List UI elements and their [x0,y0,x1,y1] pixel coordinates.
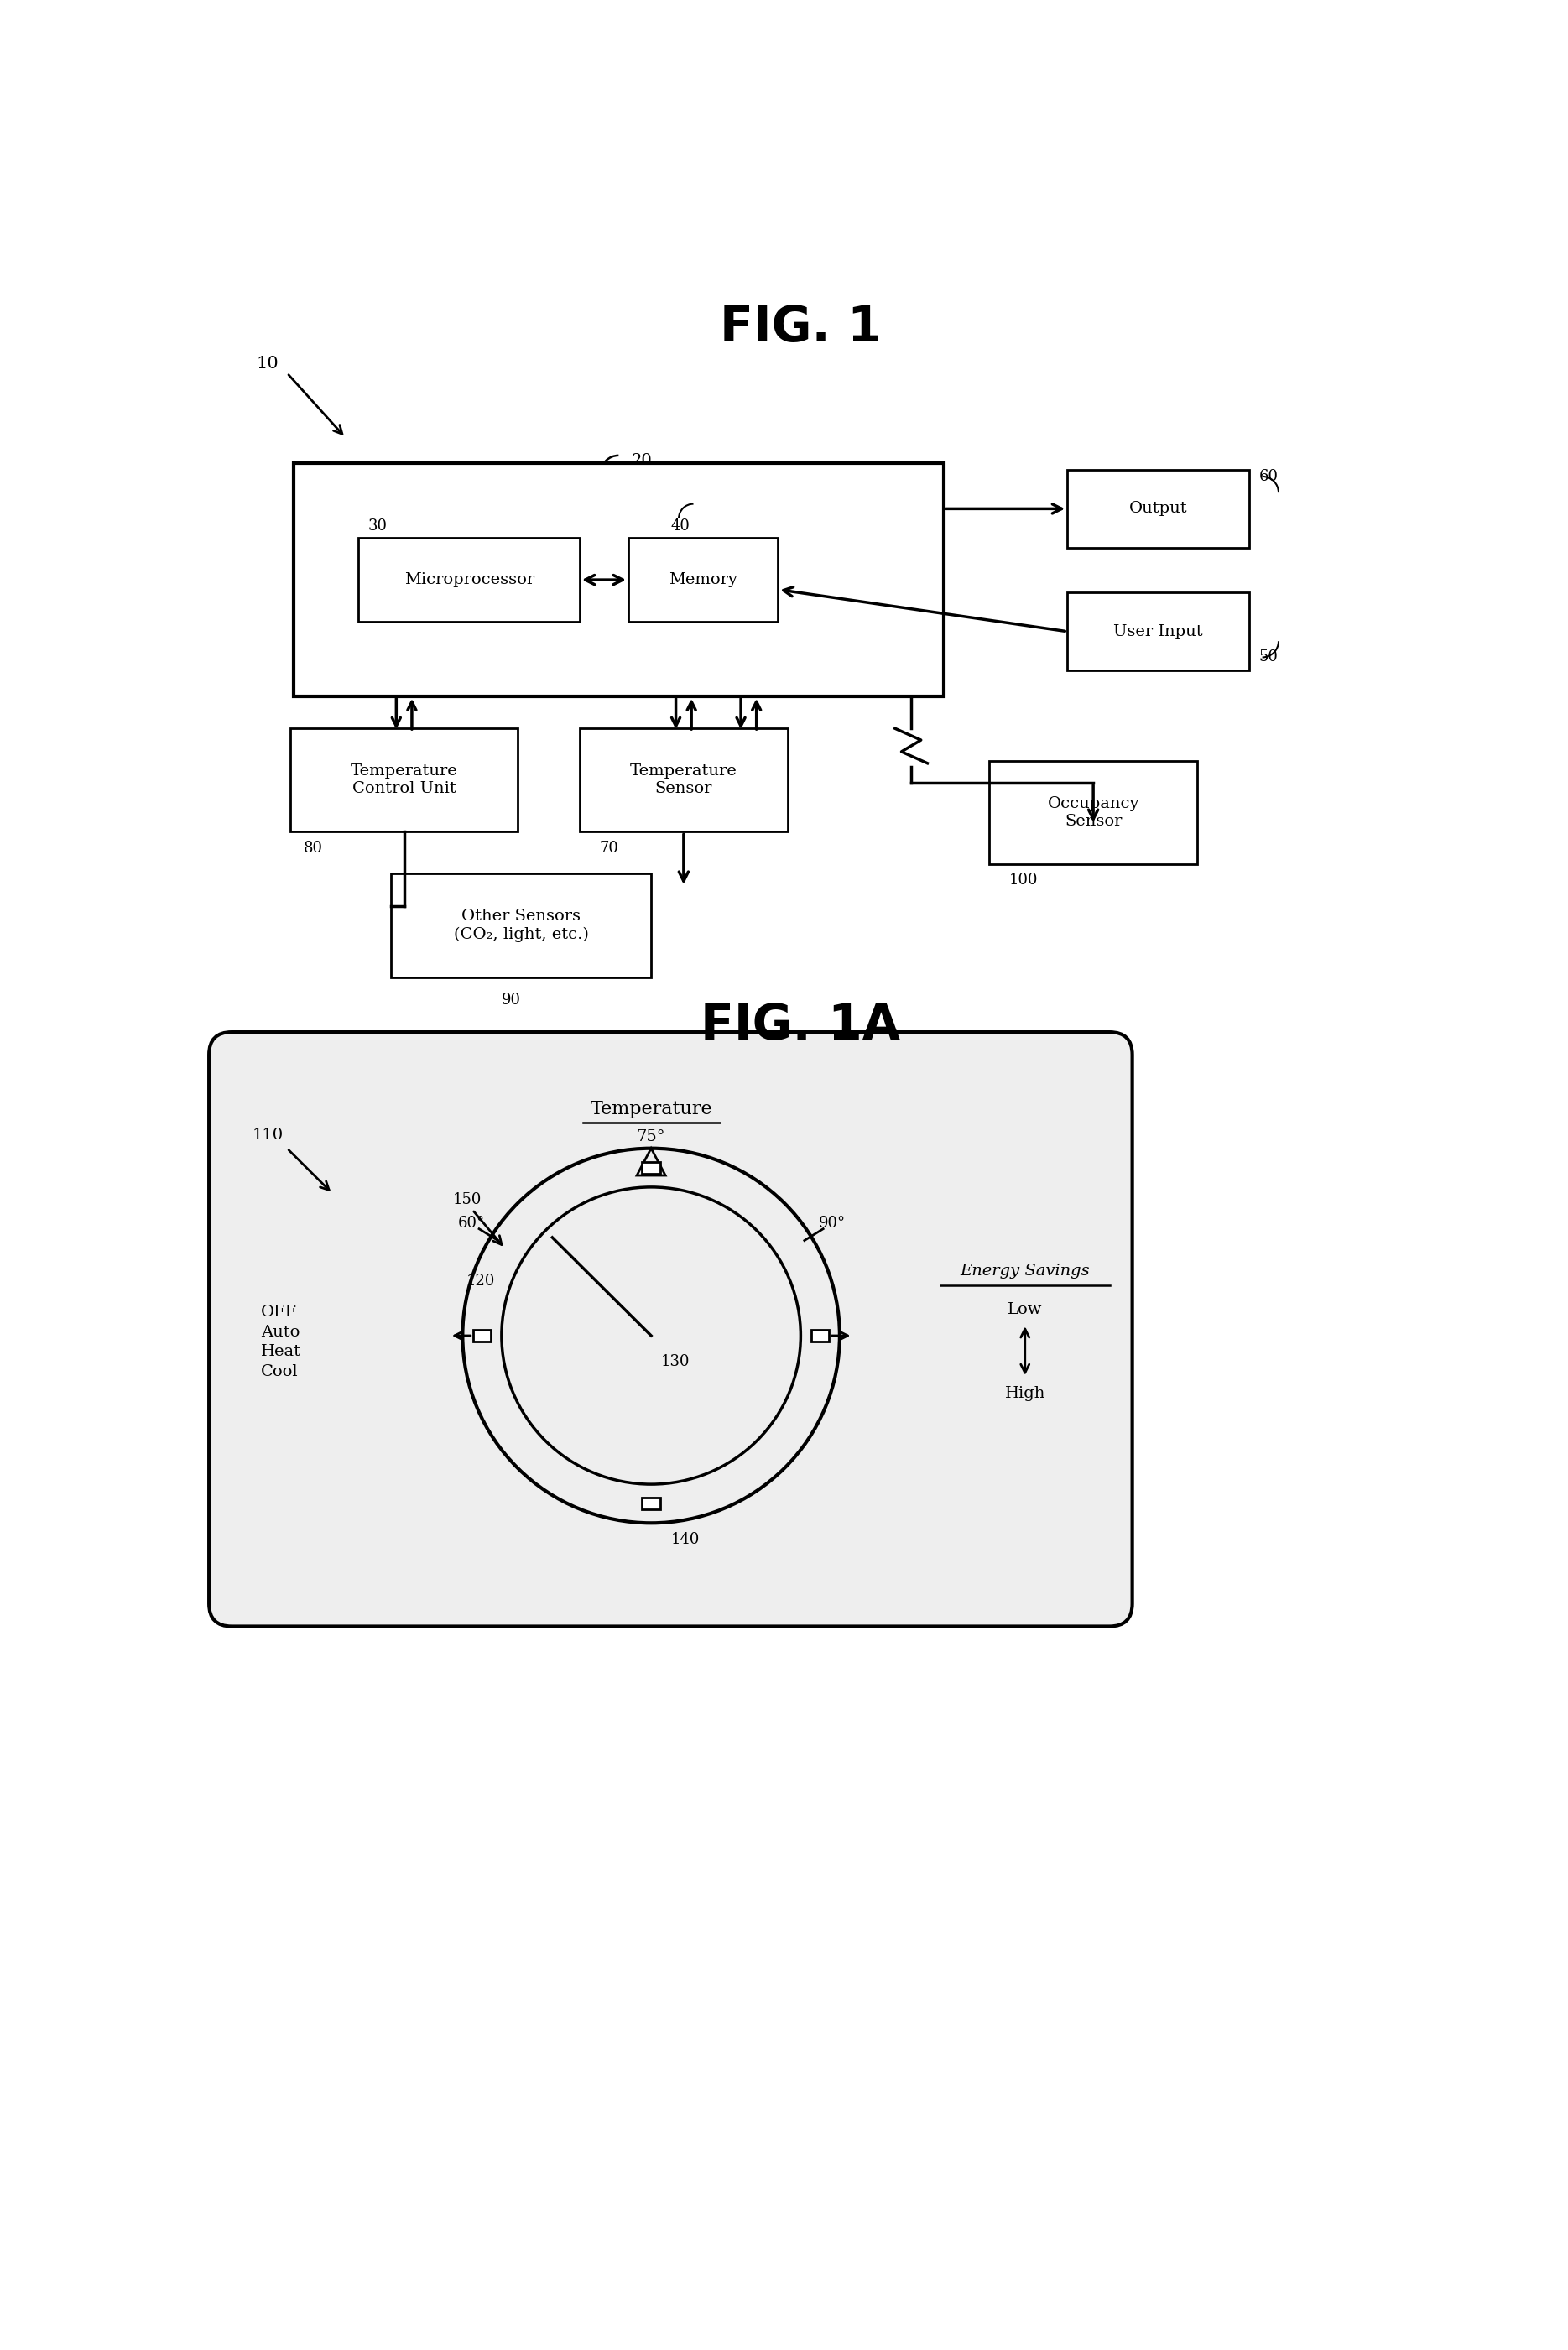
FancyBboxPatch shape [359,538,580,623]
FancyBboxPatch shape [580,728,787,832]
Text: 60°: 60° [458,1215,485,1231]
Text: 140: 140 [671,1532,699,1546]
FancyBboxPatch shape [641,1497,660,1509]
Text: 30: 30 [368,519,387,533]
Text: 20: 20 [632,454,652,468]
Text: Energy Savings: Energy Savings [960,1264,1090,1278]
Text: 80: 80 [303,841,323,855]
Text: 40: 40 [671,519,690,533]
Text: Low: Low [1008,1302,1043,1318]
FancyBboxPatch shape [989,761,1198,865]
FancyBboxPatch shape [1068,470,1250,548]
FancyBboxPatch shape [629,538,778,623]
Text: 90°: 90° [818,1215,845,1231]
Text: 120: 120 [466,1274,494,1288]
Text: Temperature
Control Unit: Temperature Control Unit [351,764,458,797]
Text: 100: 100 [1008,872,1038,888]
Text: 110: 110 [252,1128,284,1142]
Text: Output: Output [1129,501,1187,517]
Text: 50: 50 [1259,651,1278,665]
Text: FIG. 1: FIG. 1 [720,303,881,352]
FancyBboxPatch shape [209,1032,1132,1626]
FancyBboxPatch shape [293,463,944,696]
Text: 130: 130 [660,1354,690,1370]
Text: Other Sensors
(CO₂, light, etc.): Other Sensors (CO₂, light, etc.) [453,909,588,942]
Text: 90: 90 [502,992,521,1008]
Text: Temperature: Temperature [590,1100,712,1119]
Text: 75°: 75° [637,1128,665,1144]
FancyBboxPatch shape [641,1161,660,1173]
FancyBboxPatch shape [474,1330,491,1342]
Text: Occupancy
Sensor: Occupancy Sensor [1047,797,1140,830]
Text: FIG. 1A: FIG. 1A [701,1001,900,1050]
Text: High: High [1005,1386,1046,1401]
FancyBboxPatch shape [390,874,651,978]
Text: 60: 60 [1259,470,1278,484]
FancyBboxPatch shape [290,728,517,832]
Text: OFF
Auto
Heat
Cool: OFF Auto Heat Cool [260,1304,301,1379]
Text: User Input: User Input [1113,625,1203,639]
Text: 10: 10 [256,355,279,371]
Text: 150: 150 [453,1191,481,1208]
Text: Temperature
Sensor: Temperature Sensor [630,764,737,797]
Text: Memory: Memory [670,573,737,588]
FancyBboxPatch shape [1068,592,1250,670]
Text: 70: 70 [599,841,618,855]
Text: Microprocessor: Microprocessor [405,573,535,588]
FancyBboxPatch shape [811,1330,829,1342]
